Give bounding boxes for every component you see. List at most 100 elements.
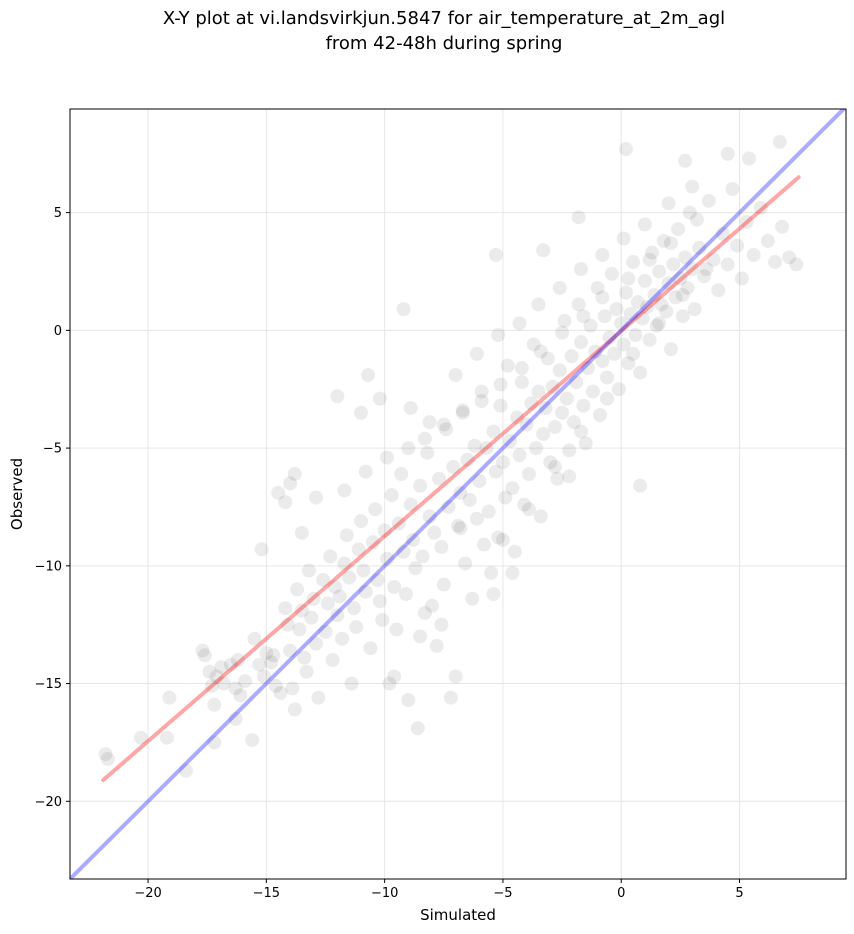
data-point xyxy=(252,657,267,672)
data-point xyxy=(566,415,581,430)
data-point xyxy=(394,466,409,481)
data-point xyxy=(604,266,619,281)
data-point xyxy=(297,650,312,665)
data-point xyxy=(323,549,338,564)
data-point xyxy=(469,511,484,526)
data-point xyxy=(697,269,712,284)
data-point xyxy=(363,641,378,656)
x-tick-label: −20 xyxy=(134,886,161,901)
data-point xyxy=(401,441,416,456)
data-point xyxy=(536,243,551,258)
data-point xyxy=(578,436,593,451)
data-point xyxy=(562,469,577,484)
y-tick-label: 5 xyxy=(54,206,62,221)
data-point xyxy=(552,280,567,295)
data-point xyxy=(278,495,293,510)
data-point xyxy=(325,653,340,668)
data-point xyxy=(493,377,508,392)
x-tick-label: −15 xyxy=(253,886,280,901)
data-point xyxy=(775,219,790,234)
data-point xyxy=(160,730,174,745)
data-point xyxy=(460,452,475,467)
y-tick-label: −20 xyxy=(35,795,62,810)
data-point xyxy=(257,669,271,684)
data-point xyxy=(701,193,716,208)
data-point xyxy=(309,490,324,505)
data-point xyxy=(382,676,397,691)
data-point xyxy=(685,179,700,194)
data-point xyxy=(436,417,451,432)
data-point xyxy=(178,763,193,778)
data-point xyxy=(401,693,416,708)
data-point xyxy=(337,483,352,498)
data-point xyxy=(387,580,402,595)
data-point xyxy=(484,565,499,580)
data-point xyxy=(228,681,243,696)
data-point xyxy=(782,250,797,265)
data-point xyxy=(294,603,309,618)
data-point xyxy=(607,346,622,361)
data-point xyxy=(446,459,461,474)
data-point xyxy=(264,655,279,670)
regression-line xyxy=(101,175,801,783)
data-point xyxy=(389,622,404,637)
data-point xyxy=(548,419,562,434)
data-point xyxy=(533,509,548,524)
data-point xyxy=(600,391,615,406)
data-point xyxy=(474,393,489,408)
data-point xyxy=(436,577,451,592)
data-point xyxy=(133,730,148,745)
data-point xyxy=(739,215,754,230)
data-point xyxy=(254,542,269,557)
data-point xyxy=(207,735,222,750)
data-point xyxy=(387,669,402,684)
data-point xyxy=(668,290,683,305)
data-point xyxy=(479,441,494,456)
data-point xyxy=(626,255,641,270)
data-point xyxy=(521,502,536,517)
data-point xyxy=(687,302,702,317)
y-axis-label: Observed xyxy=(8,458,26,530)
data-point xyxy=(285,681,300,696)
data-point xyxy=(574,335,589,350)
y-tick-label: 0 xyxy=(54,324,62,339)
data-point xyxy=(271,485,286,500)
data-point xyxy=(320,596,335,611)
data-point xyxy=(403,401,418,416)
data-point xyxy=(233,688,248,703)
data-point xyxy=(640,299,655,314)
data-point xyxy=(462,492,477,507)
y-tick-label: −5 xyxy=(43,442,62,457)
data-point xyxy=(223,657,238,672)
data-point xyxy=(538,401,553,416)
data-point xyxy=(671,222,686,237)
data-point xyxy=(202,664,217,679)
data-point xyxy=(283,476,298,491)
data-point xyxy=(474,384,489,399)
data-point xyxy=(597,309,612,324)
data-point xyxy=(533,344,548,359)
data-point xyxy=(618,285,633,300)
data-point xyxy=(526,337,541,352)
data-point xyxy=(216,676,231,691)
data-point xyxy=(358,464,373,479)
data-point xyxy=(529,441,544,456)
data-point xyxy=(678,153,693,168)
data-point xyxy=(195,643,210,658)
data-point xyxy=(197,648,212,663)
data-point xyxy=(514,361,529,376)
data-point xyxy=(453,521,468,536)
data-point xyxy=(372,391,387,406)
data-point xyxy=(633,365,648,380)
data-point xyxy=(448,669,463,684)
data-point xyxy=(682,205,697,220)
data-point xyxy=(571,210,586,225)
data-point xyxy=(370,572,385,587)
data-point xyxy=(635,311,650,326)
data-point xyxy=(247,631,262,646)
data-point xyxy=(768,255,783,270)
data-point xyxy=(375,612,390,627)
data-point xyxy=(287,702,302,717)
data-point xyxy=(630,295,645,310)
data-point xyxy=(692,240,707,255)
